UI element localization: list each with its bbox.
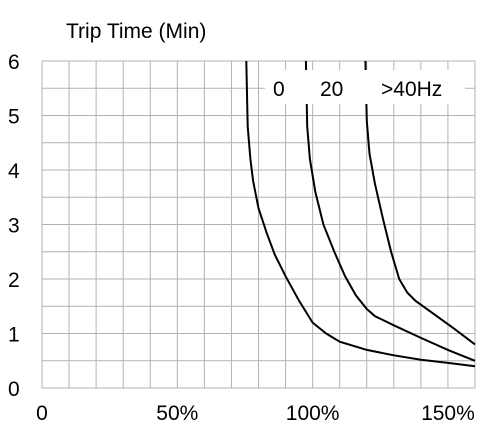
curve-series-2 xyxy=(364,60,476,346)
y-tick-label: 1 xyxy=(8,324,20,347)
legend: 0 20 >40Hz xyxy=(265,70,465,104)
grid xyxy=(41,60,476,389)
y-tick-label: 0 xyxy=(8,378,20,401)
y-tick-label: 6 xyxy=(8,51,20,74)
legend-background xyxy=(265,70,465,104)
x-tick-label: 150% xyxy=(421,402,475,425)
y-tick-label: 3 xyxy=(8,215,20,238)
y-tick-label: 2 xyxy=(8,269,20,292)
curves xyxy=(245,60,476,368)
x-axis-ticks: 0 50% 100% 150% xyxy=(36,402,475,425)
x-tick-label: 0 xyxy=(36,402,48,425)
chart-title: Trip Time (Min) xyxy=(66,20,206,43)
y-axis-ticks: 0 1 2 3 4 5 6 xyxy=(8,51,20,401)
curve-series-0 xyxy=(245,60,476,368)
legend-label-40hz: >40Hz xyxy=(381,78,442,101)
legend-label-0: 0 xyxy=(273,78,285,101)
x-tick-label: 50% xyxy=(156,402,198,425)
y-tick-label: 4 xyxy=(8,160,20,183)
y-tick-label: 5 xyxy=(8,106,20,129)
x-tick-label: 100% xyxy=(286,402,340,425)
curve-series-1 xyxy=(304,60,476,362)
legend-label-20: 20 xyxy=(320,78,343,101)
